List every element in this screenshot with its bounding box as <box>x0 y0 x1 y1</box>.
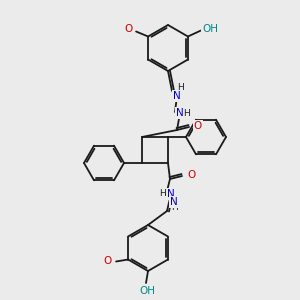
Text: O: O <box>194 121 202 131</box>
Text: N: N <box>167 189 175 199</box>
Text: O: O <box>124 25 132 34</box>
Text: H: H <box>184 109 190 118</box>
Text: O: O <box>103 256 111 266</box>
Text: N: N <box>173 91 181 101</box>
Text: N: N <box>176 108 184 118</box>
Text: OH: OH <box>202 23 218 34</box>
Text: H: H <box>177 82 183 91</box>
Text: OH: OH <box>139 286 155 296</box>
Text: O: O <box>187 170 195 180</box>
Text: H: H <box>172 202 178 211</box>
Text: H: H <box>159 188 165 197</box>
Text: N: N <box>170 197 178 207</box>
